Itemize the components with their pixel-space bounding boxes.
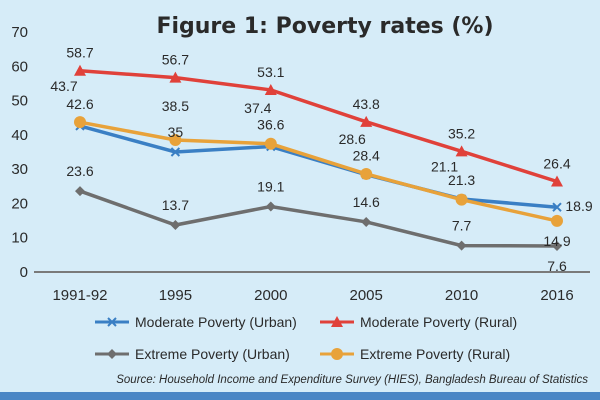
legend-item: Moderate Poverty (Rural) <box>320 314 517 330</box>
data-point-diamond <box>361 216 372 227</box>
data-label: 19.1 <box>257 179 284 195</box>
data-point-diamond <box>75 186 85 197</box>
data-point-x <box>170 147 181 157</box>
y-tick-label: 10 <box>11 230 28 247</box>
x-tick-label: 2005 <box>350 287 383 304</box>
legend-marker-diamond <box>107 349 117 359</box>
data-label: 13.7 <box>162 197 189 213</box>
legend-label: Extreme Poverty (Rural) <box>360 346 510 362</box>
x-tick-label: 2000 <box>254 287 287 304</box>
data-point-triangle <box>74 64 86 76</box>
y-tick-label: 50 <box>11 93 28 110</box>
data-point-triangle <box>455 145 468 157</box>
data-label: 14.6 <box>353 194 380 210</box>
y-tick-label: 60 <box>11 58 28 75</box>
data-point-diamond <box>170 220 181 231</box>
series-triangle <box>74 64 563 187</box>
data-label: 21.1 <box>431 159 458 175</box>
data-label: 53.1 <box>257 64 284 80</box>
data-label: 35 <box>168 124 184 140</box>
data-label: 7.7 <box>452 218 472 234</box>
x-tick-label: 2016 <box>540 287 573 304</box>
data-label: 42.6 <box>66 96 93 112</box>
data-point-triangle <box>551 175 563 187</box>
data-point-circle <box>74 116 86 129</box>
data-point-triangle <box>360 115 373 127</box>
x-tick-label: 2010 <box>445 287 478 304</box>
bottom-accent-bar <box>0 392 600 400</box>
legend-marker-triangle <box>331 316 343 327</box>
data-label: 43.7 <box>50 78 77 94</box>
data-label: 56.7 <box>162 52 189 68</box>
series-line <box>79 120 558 223</box>
data-label: 28.6 <box>339 131 366 147</box>
legend-label: Extreme Poverty (Urban) <box>135 346 290 362</box>
data-label: 18.9 <box>565 198 592 214</box>
series-line <box>79 68 558 184</box>
legend-label: Moderate Poverty (Urban) <box>135 314 297 330</box>
data-labels: 42.6 35 36.6 28.4 21.3 18.9 58.7 56.7 53.1 43.8 35… <box>50 45 592 274</box>
data-label: 23.6 <box>66 163 93 179</box>
y-tick-label: 20 <box>11 195 28 212</box>
data-point-circle <box>360 167 373 180</box>
y-tick-label: 30 <box>11 161 28 178</box>
data-point-triangle <box>169 71 182 83</box>
data-point-diamond <box>552 240 562 251</box>
y-tick-label: 0 <box>20 264 28 281</box>
x-tick-label: 1991-92 <box>52 287 107 304</box>
x-tick-label: 1995 <box>159 287 192 304</box>
data-label: 21.3 <box>448 172 475 188</box>
legend-item: Extreme Poverty (Rural) <box>320 346 510 362</box>
legend-marker-circle <box>331 348 343 360</box>
y-tick-label: 40 <box>11 127 28 144</box>
series-group <box>74 64 563 251</box>
data-label: 36.6 <box>257 117 284 133</box>
series-diamond <box>75 186 562 251</box>
data-label: 7.6 <box>547 258 567 274</box>
data-label: 26.4 <box>543 155 570 171</box>
series-circle <box>74 116 563 227</box>
y-axis-ticks: 0 10 20 30 40 50 60 70 <box>11 24 28 281</box>
legend-item: Extreme Poverty (Urban) <box>95 346 290 362</box>
data-point-triangle <box>264 83 277 95</box>
legend-marker-x <box>107 317 117 327</box>
data-point-diamond <box>265 201 276 212</box>
data-label: 35.2 <box>448 125 475 141</box>
data-label: 43.8 <box>353 96 380 112</box>
x-axis-ticks: 1991-92 1995 2000 2005 2010 2016 <box>52 287 573 304</box>
data-label: 28.4 <box>353 148 380 164</box>
legend: Moderate Poverty (Urban) Moderate Poverty… <box>95 314 517 362</box>
data-point-circle <box>551 214 563 227</box>
legend-item: Moderate Poverty (Urban) <box>95 314 297 330</box>
chart-title: Figure 1: Poverty rates (%) <box>156 14 493 39</box>
legend-label: Moderate Poverty (Rural) <box>360 314 517 330</box>
data-point-circle <box>169 134 182 146</box>
data-label: 58.7 <box>66 45 93 61</box>
data-point-circle <box>455 193 468 206</box>
source-note: Source: Household Income and Expenditure… <box>116 374 588 386</box>
data-point-x <box>552 202 562 212</box>
data-label: 37.4 <box>244 100 271 116</box>
data-label: 38.5 <box>162 98 189 114</box>
data-label: 14.9 <box>543 233 570 249</box>
y-tick-label: 70 <box>11 24 28 41</box>
data-point-circle <box>264 137 277 150</box>
series-line <box>79 124 558 209</box>
series-line <box>79 189 558 248</box>
data-point-diamond <box>456 240 467 251</box>
